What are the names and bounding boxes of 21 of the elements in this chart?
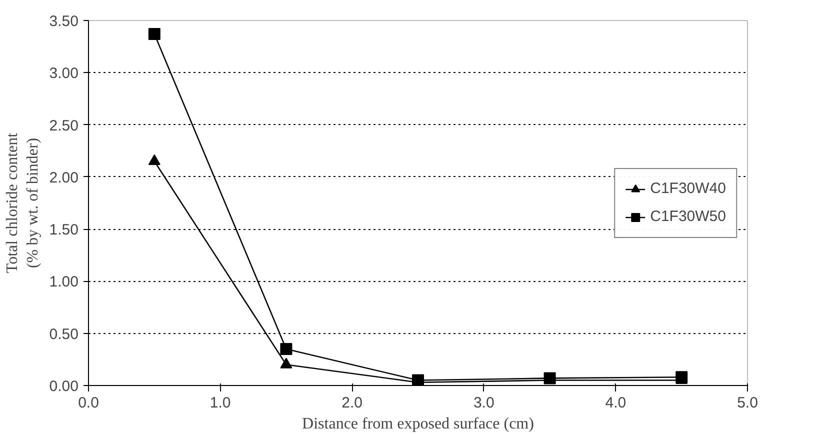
y-axis-title: Total chloride content (% by wt. of binder) <box>4 132 42 274</box>
y-tick-label: 1.50 <box>49 222 79 239</box>
x-tick-label: 4.0 <box>605 394 626 412</box>
x-tick-label: 0.0 <box>78 394 99 412</box>
y-tick-label: 0.50 <box>49 326 79 343</box>
y-tick-label: 2.00 <box>49 169 79 186</box>
x-axis-title: Distance from exposed surface (cm) <box>302 416 534 432</box>
y-tick-label: 3.50 <box>49 13 79 30</box>
y-tick-label: 2.50 <box>49 117 79 134</box>
point <box>280 358 292 368</box>
legend-label: C1F30W40 <box>650 180 726 197</box>
point <box>148 28 160 40</box>
x-tick-label: 3.0 <box>473 394 494 412</box>
point <box>280 343 292 355</box>
x-tick-label: 1.0 <box>210 394 231 412</box>
x-tick-label: 2.0 <box>342 394 363 412</box>
y-tick-label: 3.00 <box>49 65 79 82</box>
y-tick-label: 1.00 <box>49 274 79 291</box>
y-tick-label: 0.00 <box>49 378 79 395</box>
x-tick-label: 5.0 <box>737 394 758 412</box>
legend-label: C1F30W50 <box>650 208 726 225</box>
